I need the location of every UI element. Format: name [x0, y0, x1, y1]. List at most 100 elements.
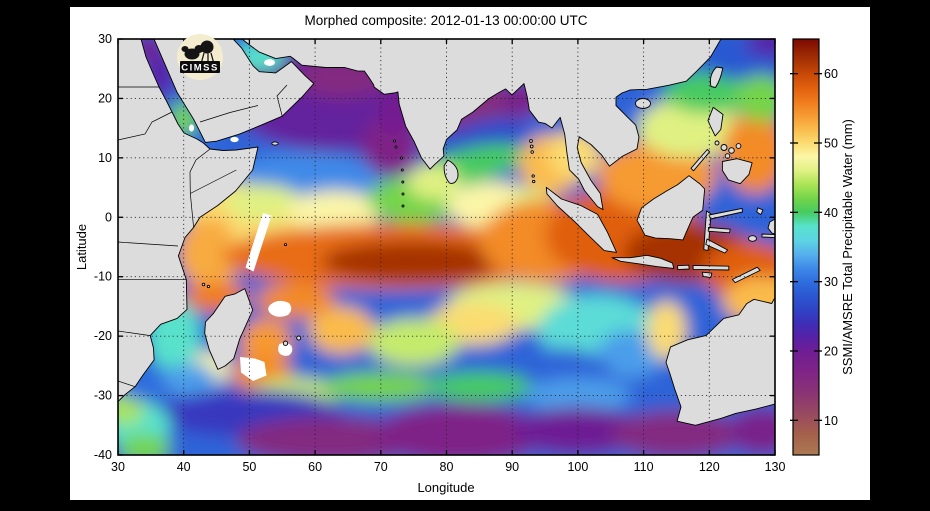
cimss-logo: CIMSS: [177, 34, 223, 80]
field-blob: [288, 190, 381, 233]
colorbar-ticks: [790, 73, 822, 421]
field-blob: [512, 407, 644, 455]
colorbar-label: SSMI/AMSRE Total Precipitable Water (mm): [840, 119, 855, 375]
logo-text: CIMSS: [181, 63, 219, 74]
x-tick-label: 120: [699, 460, 720, 474]
land-sri-lanka: [443, 159, 459, 184]
colorbar-tick-label: 50: [824, 137, 838, 151]
x-tick-label: 90: [505, 460, 519, 474]
field-blob: [374, 404, 546, 455]
x-tick-label: 110: [634, 460, 654, 474]
y-tick-label: -20: [94, 329, 112, 343]
land-lesser-sunda: [677, 264, 730, 279]
small-islands: [201, 139, 742, 346]
field-blob: [525, 377, 631, 414]
colorbar-tick-label: 20: [824, 345, 838, 359]
colorbar-tick-labels: 10 20 30 40 50 60: [824, 67, 838, 428]
field-blob: [118, 434, 171, 455]
missing-patch: [188, 124, 195, 132]
y-tick-label: 20: [98, 91, 112, 105]
land-madagascar: [204, 288, 254, 370]
land-asia: [241, 39, 722, 211]
logo-silhouette: [181, 46, 189, 52]
land-seram: [761, 233, 775, 239]
colorbar-frame: [792, 38, 820, 456]
field-blob: [255, 282, 335, 319]
field-blob: [361, 116, 421, 176]
field-blob: [735, 74, 775, 123]
field-blob: [426, 371, 532, 402]
land-taiwan: [709, 66, 724, 88]
x-tick-label: 100: [567, 460, 588, 474]
africa-country-borders: [118, 86, 237, 388]
colorbar-gradient: [793, 39, 819, 455]
colorbar-tick-label: 60: [824, 67, 838, 81]
land-hainan: [635, 98, 651, 109]
land-timor: [731, 266, 761, 284]
field-blob: [163, 362, 217, 399]
logo-silhouette: [194, 45, 204, 53]
figure-title: Morphed composite: 2012-01-13 00:00:00 U…: [305, 13, 588, 28]
axis-ticks: [117, 38, 776, 456]
land-halmahera: [756, 207, 764, 216]
field-blob: [321, 371, 440, 402]
y-tick-label: 0: [105, 210, 112, 224]
logo-banner: [180, 61, 220, 73]
x-tick-labels: 30 40 50 60 70 80 90 100 110 120 130: [111, 460, 785, 474]
field-blob: [239, 318, 293, 366]
y-tick-label: -10: [94, 270, 112, 284]
land-sulawesi: [703, 207, 743, 254]
graticule-grid: [118, 39, 775, 455]
map-area: [118, 39, 775, 455]
land-sumatra: [545, 186, 618, 253]
land-new-guinea-edge: [767, 218, 775, 235]
missing-patch: [268, 300, 292, 317]
x-tick-label: 130: [765, 460, 786, 474]
missing-patch: [230, 136, 239, 143]
land-luzon: [707, 106, 724, 137]
field-blob: [745, 39, 775, 57]
land-borneo: [636, 175, 706, 241]
field-blob: [223, 184, 302, 221]
field-blob: [425, 116, 527, 164]
x-tick-label: 60: [308, 460, 322, 474]
x-tick-label: 50: [242, 460, 256, 474]
field-blob: [321, 241, 506, 283]
colorbar: 10 20 30 40 50 60 SSMI/AMSRE Total Precipitab…: [790, 38, 855, 456]
missing-patch: [278, 342, 293, 356]
y-tick-label: 30: [98, 32, 112, 46]
land-australia: [665, 297, 775, 426]
field-blob: [308, 306, 375, 354]
landmasses: [118, 39, 775, 426]
colorbar-tick-label: 40: [824, 206, 838, 220]
colorbar-tick-label: 10: [824, 414, 838, 428]
x-axis-label: Longitude: [417, 480, 474, 495]
field-blob: [663, 71, 756, 114]
logo-satellite-dish-icon: [200, 40, 214, 54]
x-tick-label: 40: [177, 460, 191, 474]
field-blob: [177, 217, 243, 289]
field-blob: [729, 407, 775, 455]
arabia-country-borders: [199, 84, 288, 123]
x-tick-label: 30: [111, 460, 125, 474]
land-mindanao: [721, 158, 753, 185]
land-palawan: [690, 149, 711, 172]
field-blob: [597, 330, 664, 378]
colorbar-tick-label: 30: [824, 275, 838, 289]
field-blob: [367, 318, 460, 366]
missing-patch: [240, 357, 267, 381]
y-tick-label: -40: [94, 448, 112, 462]
x-tick-label: 70: [374, 460, 388, 474]
missing-data-patches: [188, 59, 379, 381]
missing-patch: [264, 59, 275, 66]
x-tick-label: 80: [440, 460, 454, 474]
y-tick-labels: 30 20 10 0 -10 -20 -30 -40: [94, 32, 112, 462]
land-buru: [748, 235, 757, 242]
land-java: [611, 254, 675, 269]
y-tick-label: 10: [98, 151, 112, 165]
y-tick-label: -30: [94, 389, 112, 403]
y-axis-label: Latitude: [74, 224, 89, 270]
land-socotra: [271, 141, 279, 146]
